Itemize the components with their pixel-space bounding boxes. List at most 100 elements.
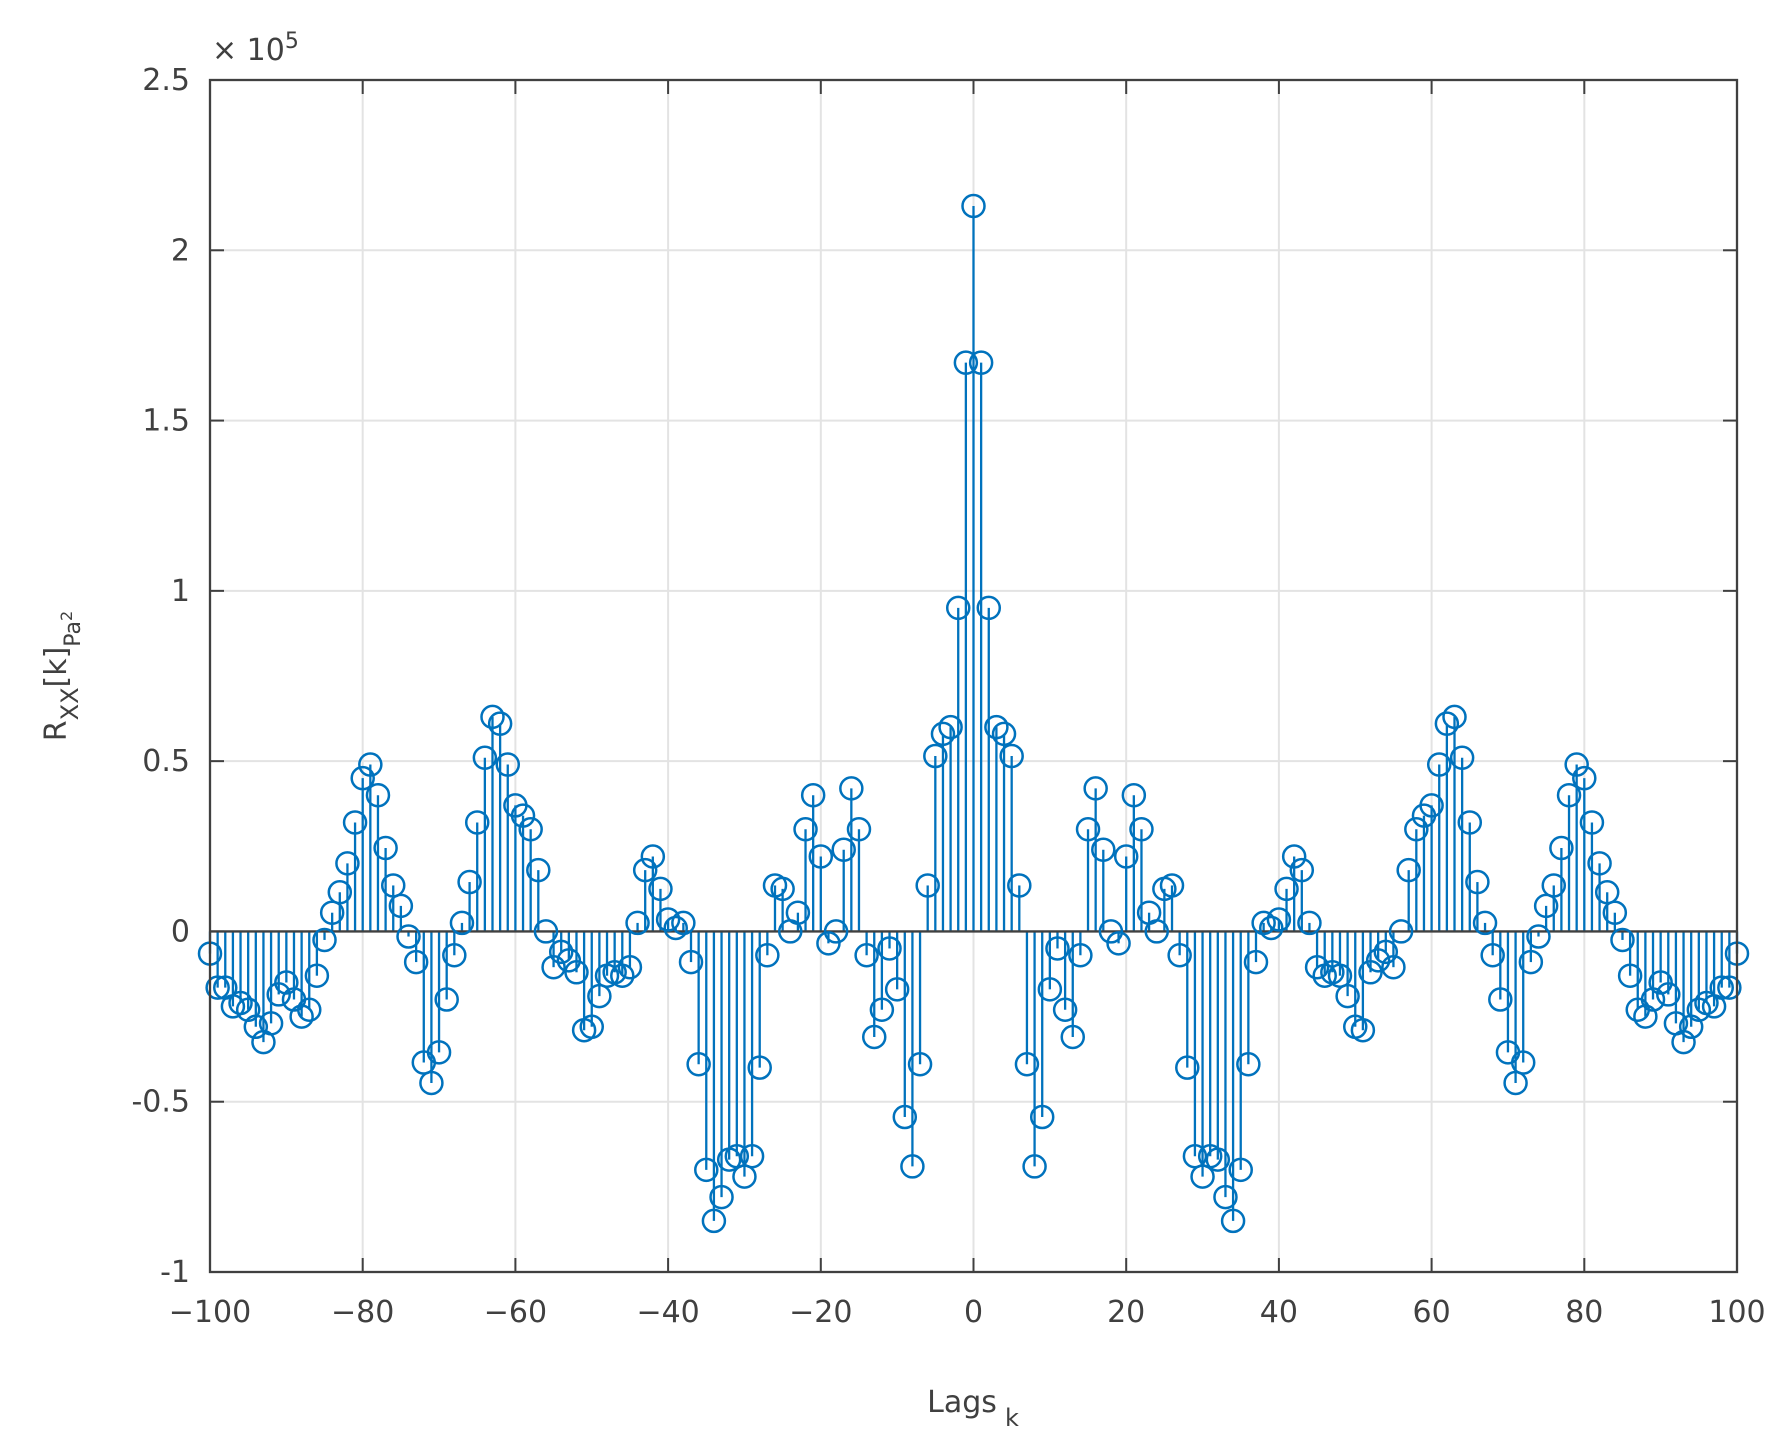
stem-marker — [1465, 869, 1490, 895]
x-label-text: Lags — [927, 1385, 997, 1420]
stem-marker — [1610, 927, 1635, 953]
stem-marker — [556, 948, 582, 973]
stem-marker — [457, 869, 482, 895]
stem-marker — [518, 817, 543, 842]
stem-marker — [396, 924, 421, 949]
stem-marker — [373, 835, 398, 861]
stem-marker — [701, 1208, 727, 1234]
stem-marker — [1274, 876, 1299, 902]
stem-marker — [1121, 782, 1147, 808]
stem-marker — [1404, 817, 1429, 842]
stem-marker — [1113, 844, 1139, 869]
stem-marker — [266, 982, 291, 1007]
stem-marker — [800, 782, 826, 808]
stem-marker — [564, 960, 589, 985]
x-tick-label: 0 — [964, 1295, 983, 1330]
stem-marker — [617, 954, 643, 980]
stem-marker — [953, 350, 979, 375]
stem-marker — [304, 963, 330, 988]
stem-marker — [694, 1157, 719, 1183]
stem-marker — [1579, 810, 1605, 835]
stem-marker — [1656, 982, 1681, 1007]
stem-marker — [1075, 817, 1101, 842]
y-label-unit-sup: 2 — [57, 611, 76, 621]
stem-marker — [739, 1143, 765, 1169]
y-label-main2: [k] — [39, 647, 74, 688]
stem-marker — [1007, 873, 1032, 898]
stem-marker — [991, 721, 1017, 747]
stem-marker — [846, 817, 872, 842]
stem-marker — [816, 931, 841, 956]
y-tick-label: 0.5 — [142, 744, 190, 779]
x-tick-label: −60 — [484, 1295, 547, 1330]
stem-marker — [289, 1004, 314, 1029]
stem-marker — [1060, 1024, 1086, 1050]
stem-marker — [1472, 910, 1498, 936]
stem-marker — [365, 782, 391, 808]
stem-marker — [472, 745, 498, 770]
stem-marker — [770, 876, 795, 902]
stem-marker — [663, 915, 688, 941]
stem-marker — [938, 714, 963, 740]
x-tick-label: −80 — [331, 1295, 394, 1330]
stem-marker — [1098, 919, 1124, 944]
stem-marker — [755, 943, 780, 968]
stem-marker — [1617, 963, 1643, 988]
x-axis-label: Lags k — [927, 1385, 1019, 1432]
stem-marker — [350, 765, 375, 791]
stem-marker — [1281, 844, 1307, 869]
stem-marker — [274, 970, 299, 995]
stem-marker — [541, 954, 566, 980]
stem-marker — [1510, 1050, 1536, 1075]
stem-marker — [1144, 919, 1169, 944]
stem-marker — [671, 910, 696, 936]
stem-marker — [930, 721, 956, 747]
stem-marker — [1434, 711, 1460, 736]
stem-marker — [1037, 977, 1063, 1002]
stem-marker — [1587, 851, 1612, 876]
stem-marker — [854, 943, 879, 968]
stem-marker — [312, 927, 337, 953]
stem-marker — [923, 743, 948, 769]
stem-marker — [388, 893, 414, 919]
x-label-sub: k — [1005, 1404, 1019, 1432]
stem-marker — [907, 1052, 933, 1077]
stem-marker — [1243, 949, 1269, 975]
y-tick-label: 2 — [171, 233, 190, 268]
stem-marker — [464, 810, 490, 835]
stem-marker — [1549, 835, 1574, 861]
stem-marker — [900, 1154, 925, 1179]
stem-marker — [1388, 919, 1414, 944]
stem-marker — [945, 595, 971, 621]
stem-marker — [243, 1014, 269, 1040]
stem-marker — [1526, 924, 1551, 949]
x-tick-label: 60 — [1413, 1295, 1451, 1330]
stem-marker — [640, 844, 666, 869]
stem-marker — [235, 997, 261, 1023]
stem-marker — [1442, 704, 1467, 730]
stem-marker — [1602, 900, 1628, 925]
stem-marker — [533, 919, 559, 944]
stem-marker — [709, 1184, 734, 1210]
stem-marker — [1426, 752, 1452, 777]
stem-marker — [487, 711, 513, 736]
stem-marker — [686, 1052, 711, 1077]
stem-marker — [884, 977, 910, 1002]
x-tick-label: 80 — [1565, 1295, 1603, 1330]
stem-marker — [793, 817, 818, 842]
y-axis-label: RXX[k]Pa2 — [39, 611, 86, 741]
y-tick-label: 0 — [171, 914, 190, 949]
x-tick-label: 100 — [1708, 1295, 1765, 1330]
stem-marker — [1220, 1208, 1246, 1234]
y-tick-label: -0.5 — [131, 1085, 190, 1120]
stem-marker — [480, 704, 505, 730]
stem-marker — [1419, 793, 1444, 818]
stem-marker — [526, 857, 551, 883]
stem-marker — [1304, 954, 1330, 980]
stem-marker — [1129, 817, 1154, 842]
stem-marker — [1350, 1017, 1376, 1043]
stem-marker — [1083, 776, 1108, 801]
stem-marker — [426, 1040, 452, 1065]
stem-marker — [1091, 837, 1116, 862]
